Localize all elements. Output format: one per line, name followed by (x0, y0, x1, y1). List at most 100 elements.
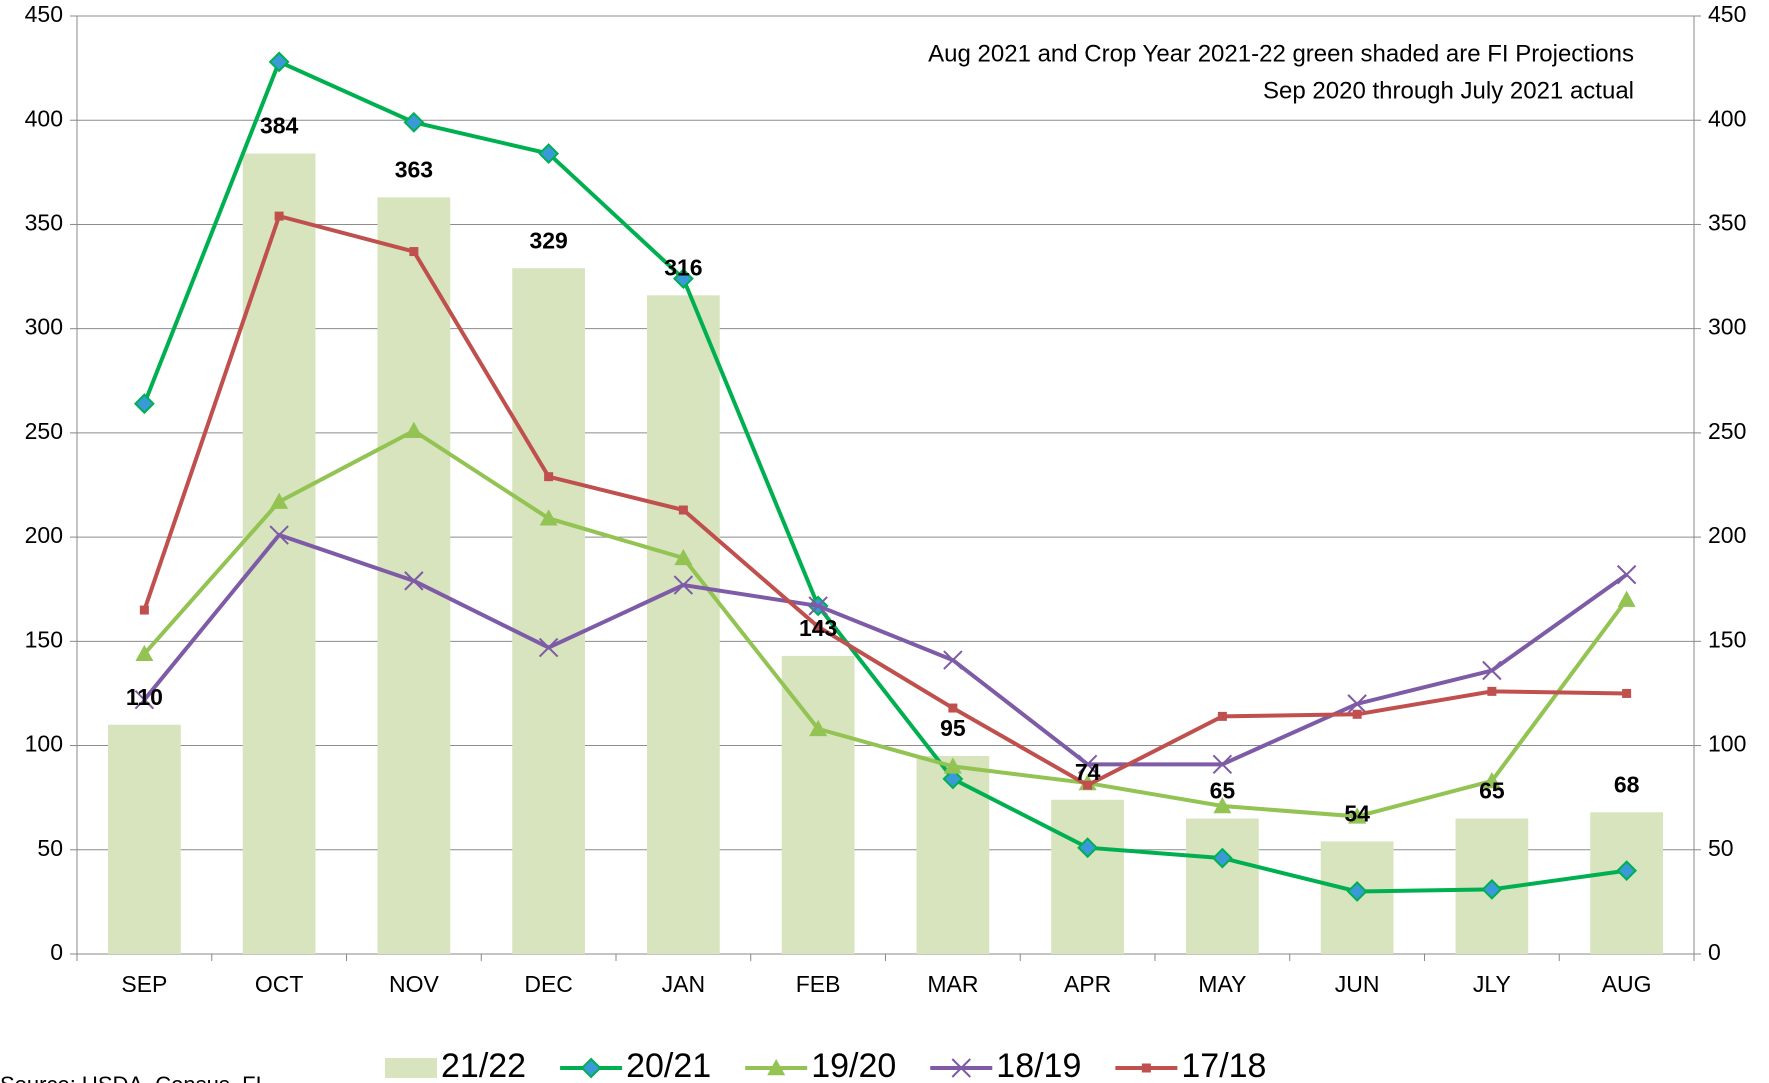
bar (1590, 812, 1664, 954)
legend-item: 18/19 (930, 1047, 1081, 1083)
y-tick-label: 150 (25, 626, 63, 652)
marker (538, 637, 559, 658)
y2-tick-label: 0 (1708, 939, 1721, 965)
annotation: Sep 2020 through July 2021 actual (1263, 77, 1634, 104)
legend-item: 19/20 (745, 1047, 896, 1083)
marker (1622, 688, 1632, 698)
bar (646, 295, 720, 954)
marker (672, 268, 694, 290)
marker (1213, 797, 1232, 814)
bar (1185, 818, 1259, 954)
value-label: 384 (260, 113, 299, 139)
grid (77, 15, 1694, 851)
marker (1348, 807, 1367, 824)
marker (1083, 780, 1093, 790)
marker (580, 1057, 602, 1079)
source-note: Source: USDA, Census, FI (0, 1072, 262, 1083)
line (142, 59, 1627, 894)
y-tick-label: 100 (25, 731, 63, 757)
y2-tick-label: 450 (1708, 1, 1746, 27)
y-tick-label: 350 (25, 210, 63, 236)
x-tick-label: NOV (389, 971, 440, 997)
bar (377, 197, 451, 954)
x-tick-label: AUG (1602, 971, 1652, 997)
marker (767, 1059, 786, 1076)
value-label: 68 (1614, 771, 1640, 797)
y-tick-label: 50 (37, 835, 63, 861)
legend-item: 21/22 (385, 1047, 526, 1083)
marker (269, 525, 289, 545)
x-tick-label: SEP (121, 971, 167, 997)
x-tick-label: JUN (1335, 971, 1380, 997)
marker (135, 644, 154, 662)
marker (678, 505, 688, 515)
y2-tick-label: 100 (1708, 731, 1746, 757)
y2-tick-label: 400 (1708, 105, 1746, 131)
line-series (134, 525, 1637, 775)
marker (404, 421, 423, 439)
marker (1616, 860, 1638, 882)
y-tick-label: 250 (25, 418, 63, 444)
marker (268, 51, 290, 73)
y2-tick-label: 350 (1708, 210, 1746, 236)
annotation: Aug 2021 and Crop Year 2021-22 green sha… (928, 40, 1634, 67)
x-tick-label: JAN (662, 971, 705, 997)
marker (1212, 754, 1233, 775)
marker (1352, 709, 1362, 719)
value-label: 54 (1344, 801, 1370, 827)
marker (1346, 881, 1368, 902)
marker (539, 509, 558, 526)
marker (1217, 711, 1227, 721)
marker (948, 703, 958, 713)
marker (1141, 1063, 1151, 1073)
legend-item: 17/18 (1115, 1047, 1266, 1083)
marker (270, 492, 289, 509)
y2-tick-label: 300 (1708, 314, 1746, 340)
y-tick-label: 400 (25, 105, 63, 131)
line (142, 428, 1629, 819)
marker (943, 650, 963, 670)
line (142, 213, 1627, 788)
value-label: 363 (395, 156, 433, 182)
marker (1077, 754, 1098, 775)
marker (673, 575, 694, 595)
line-series (139, 211, 1632, 790)
y-tick-label: 300 (25, 314, 63, 340)
marker (1211, 847, 1233, 869)
marker (139, 605, 149, 615)
marker (813, 622, 823, 632)
line-series (133, 51, 1638, 902)
y-tick-label: 200 (25, 522, 63, 548)
marker (1487, 686, 1497, 696)
marker (1077, 837, 1099, 859)
x-tick-label: DEC (524, 971, 573, 997)
marker (1616, 564, 1637, 585)
value-label: 95 (940, 715, 966, 741)
marker (942, 768, 964, 790)
marker (133, 393, 155, 415)
bar-series (107, 153, 1664, 954)
line (142, 532, 1628, 767)
y-tick-label: 0 (50, 939, 63, 965)
legend-label: 19/20 (811, 1047, 896, 1083)
marker (404, 571, 424, 591)
x-tick-label: MAR (927, 971, 978, 997)
line-series (135, 421, 1636, 824)
x-tick-label: APR (1064, 971, 1111, 997)
y2-tick-label: 200 (1708, 522, 1746, 548)
marker (403, 111, 425, 133)
bar (781, 655, 855, 954)
value-label: 74 (1075, 759, 1101, 785)
bar (107, 724, 181, 954)
legend-label: 20/21 (626, 1047, 711, 1083)
bar (1051, 799, 1125, 954)
x-tick-label: MAY (1198, 971, 1246, 997)
value-label: 110 (126, 684, 163, 710)
marker (951, 1058, 971, 1078)
value-label: 65 (1210, 778, 1236, 804)
value-label: 65 (1479, 778, 1505, 804)
marker (409, 247, 419, 257)
y2-tick-label: 50 (1708, 835, 1734, 861)
bar (512, 268, 586, 954)
